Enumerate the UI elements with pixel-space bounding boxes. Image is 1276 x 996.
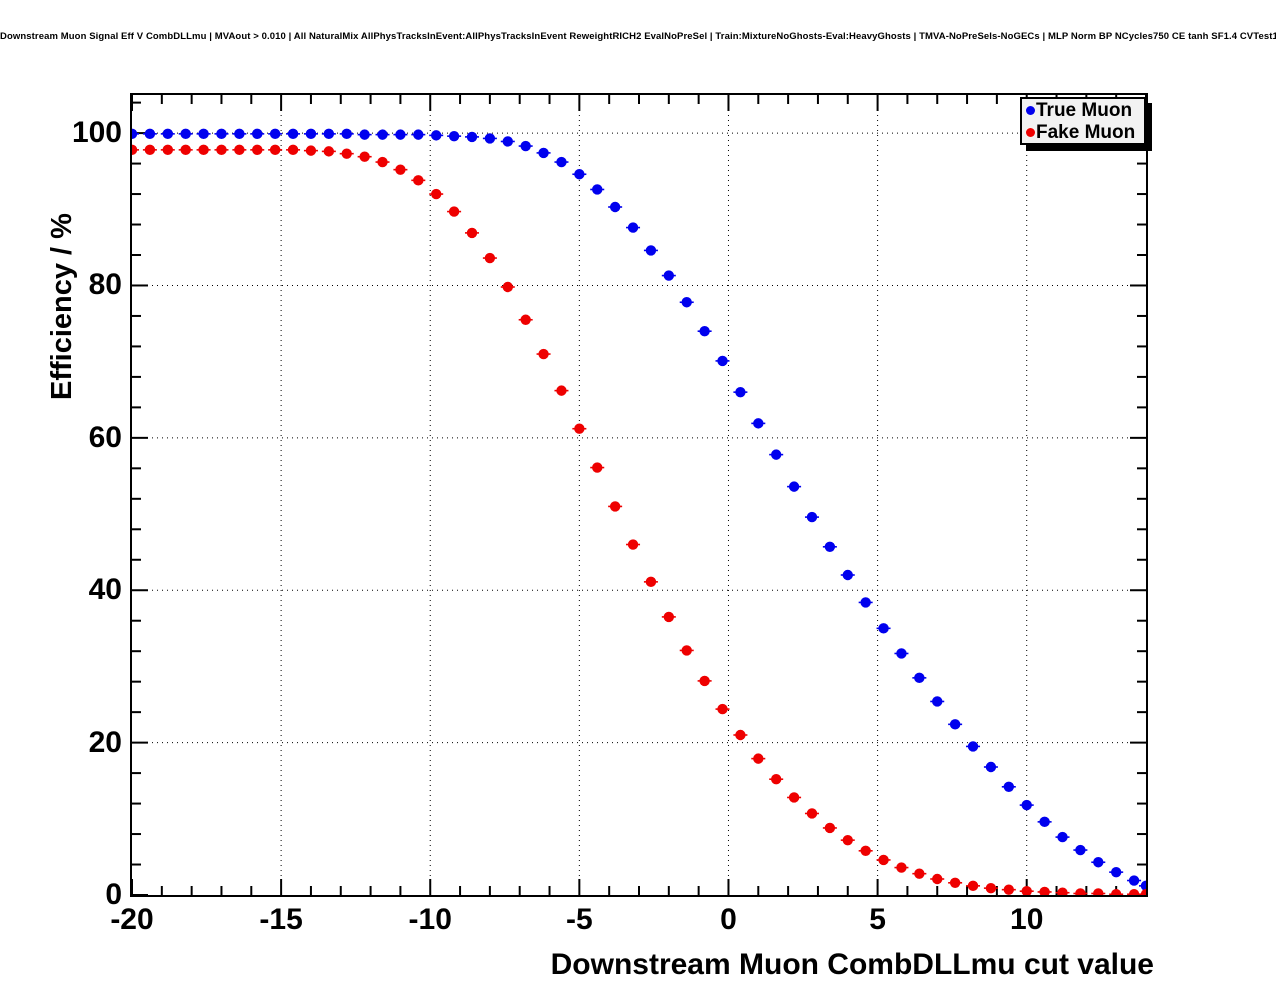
grid-lines xyxy=(132,95,1146,895)
legend-label: Fake Muon xyxy=(1036,121,1136,143)
x-tick-label: 5 xyxy=(869,903,886,936)
y-axis-title: Efficiency / % xyxy=(46,213,78,400)
x-tick-label: -10 xyxy=(408,903,452,936)
legend-marker-fake-muon xyxy=(1026,127,1035,137)
x-tick-label: 10 xyxy=(1010,903,1044,936)
series-true-muon xyxy=(132,128,1146,892)
plot-svg xyxy=(132,95,1146,895)
x-axis-title: Downstream Muon CombDLLmu cut value xyxy=(550,948,1154,981)
series-fake-muon xyxy=(132,144,1146,895)
x-tick-label: 0 xyxy=(720,903,737,936)
plot-title: Downstream Muon Signal Eff V CombDLLmu |… xyxy=(0,31,1276,42)
x-tick-label: -15 xyxy=(259,903,303,936)
y-tick-label: 40 xyxy=(88,573,122,607)
plot-frame xyxy=(130,93,1148,897)
tick-marks xyxy=(132,95,1146,895)
y-tick-label: 0 xyxy=(105,878,122,911)
legend-label: True Muon xyxy=(1036,99,1133,121)
legend-box: True Muon Fake Muon xyxy=(1020,97,1146,145)
legend-item[interactable]: True Muon xyxy=(1022,99,1144,121)
legend-marker-true-muon xyxy=(1026,105,1035,115)
y-tick-label: 20 xyxy=(88,725,122,759)
y-tick-label: 80 xyxy=(88,268,122,302)
y-tick-label: 60 xyxy=(88,420,122,454)
legend-item[interactable]: Fake Muon xyxy=(1022,121,1144,143)
x-tick-label: -5 xyxy=(566,903,593,936)
y-tick-label: 100 xyxy=(71,116,122,150)
x-tick-label: -20 xyxy=(110,903,154,936)
